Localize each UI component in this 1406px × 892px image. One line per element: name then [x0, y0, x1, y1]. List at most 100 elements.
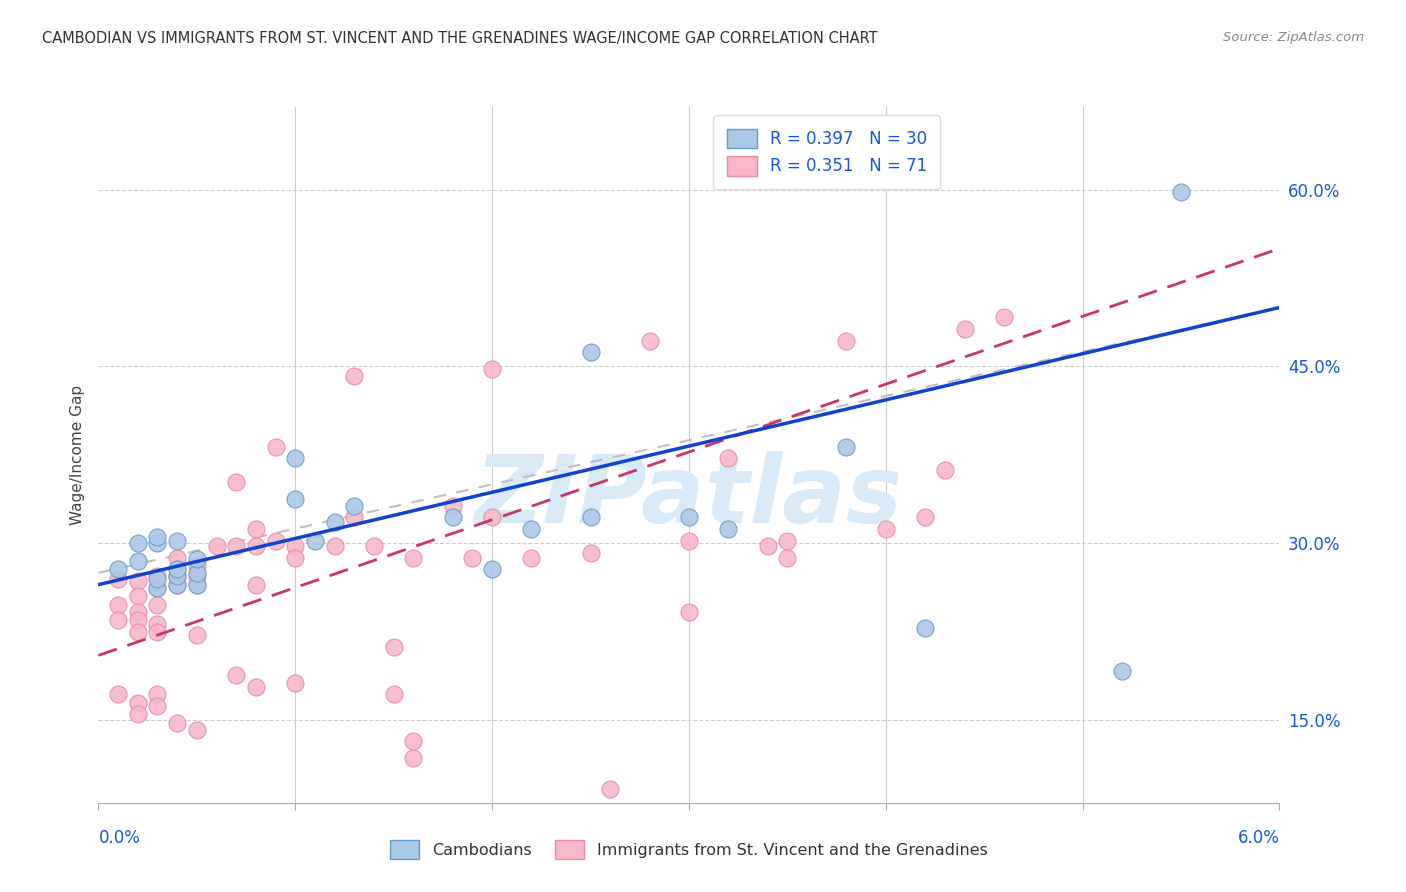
- Point: [107, 562, 129, 576]
- Point: [678, 605, 700, 619]
- Point: [186, 577, 208, 591]
- Point: [205, 539, 228, 553]
- Point: [146, 581, 169, 595]
- Point: [166, 569, 188, 583]
- Point: [914, 621, 936, 635]
- Point: [225, 668, 247, 682]
- Point: [579, 345, 602, 359]
- Point: [363, 539, 385, 553]
- Point: [186, 628, 208, 642]
- Text: 6.0%: 6.0%: [1237, 829, 1279, 847]
- Point: [166, 577, 188, 591]
- Point: [245, 539, 267, 553]
- Text: ZIPatlas: ZIPatlas: [475, 450, 903, 542]
- Point: [127, 624, 149, 639]
- Point: [284, 491, 307, 506]
- Point: [717, 451, 740, 466]
- Y-axis label: Wage/Income Gap: Wage/Income Gap: [69, 384, 84, 525]
- Text: Source: ZipAtlas.com: Source: ZipAtlas.com: [1223, 31, 1364, 45]
- Point: [481, 562, 503, 576]
- Point: [776, 534, 799, 549]
- Point: [284, 550, 307, 565]
- Point: [875, 522, 897, 536]
- Point: [579, 546, 602, 560]
- Point: [914, 510, 936, 524]
- Point: [264, 440, 287, 454]
- Point: [107, 687, 129, 701]
- Point: [127, 605, 149, 619]
- Point: [382, 687, 405, 701]
- Point: [441, 499, 464, 513]
- Point: [127, 707, 149, 722]
- Legend: Cambodians, Immigrants from St. Vincent and the Grenadines: Cambodians, Immigrants from St. Vincent …: [377, 828, 1001, 871]
- Point: [146, 687, 169, 701]
- Point: [186, 577, 208, 591]
- Point: [304, 534, 326, 549]
- Point: [481, 510, 503, 524]
- Point: [146, 572, 169, 586]
- Point: [146, 536, 169, 550]
- Point: [186, 558, 208, 572]
- Point: [146, 624, 169, 639]
- Point: [520, 522, 543, 536]
- Point: [717, 522, 740, 536]
- Point: [461, 550, 484, 565]
- Point: [146, 616, 169, 631]
- Point: [146, 569, 169, 583]
- Point: [481, 361, 503, 376]
- Point: [166, 569, 188, 583]
- Point: [835, 334, 858, 348]
- Point: [678, 534, 700, 549]
- Point: [953, 322, 976, 336]
- Point: [186, 569, 208, 583]
- Point: [520, 550, 543, 565]
- Point: [1111, 664, 1133, 678]
- Point: [323, 515, 346, 529]
- Point: [579, 510, 602, 524]
- Point: [638, 334, 661, 348]
- Point: [382, 640, 405, 654]
- Point: [402, 751, 425, 765]
- Text: 0.0%: 0.0%: [98, 829, 141, 847]
- Point: [127, 613, 149, 627]
- Point: [146, 531, 169, 545]
- Point: [225, 539, 247, 553]
- Point: [166, 715, 188, 730]
- Point: [186, 551, 208, 566]
- Point: [146, 699, 169, 714]
- Point: [107, 613, 129, 627]
- Point: [776, 550, 799, 565]
- Point: [127, 554, 149, 568]
- Point: [284, 539, 307, 553]
- Point: [225, 475, 247, 489]
- Point: [146, 581, 169, 595]
- Point: [343, 368, 366, 383]
- Point: [402, 734, 425, 748]
- Point: [166, 562, 188, 576]
- Point: [146, 598, 169, 612]
- Point: [186, 723, 208, 737]
- Point: [245, 577, 267, 591]
- Point: [284, 451, 307, 466]
- Point: [343, 510, 366, 524]
- Point: [166, 550, 188, 565]
- Point: [402, 550, 425, 565]
- Point: [166, 577, 188, 591]
- Point: [127, 590, 149, 604]
- Point: [245, 522, 267, 536]
- Point: [678, 510, 700, 524]
- Point: [599, 781, 621, 796]
- Point: [520, 829, 543, 843]
- Point: [284, 675, 307, 690]
- Point: [127, 574, 149, 588]
- Point: [1170, 185, 1192, 199]
- Point: [127, 536, 149, 550]
- Point: [323, 539, 346, 553]
- Point: [107, 598, 129, 612]
- Point: [166, 534, 188, 549]
- Point: [343, 499, 366, 513]
- Point: [993, 310, 1015, 324]
- Point: [166, 562, 188, 576]
- Point: [127, 696, 149, 710]
- Point: [107, 572, 129, 586]
